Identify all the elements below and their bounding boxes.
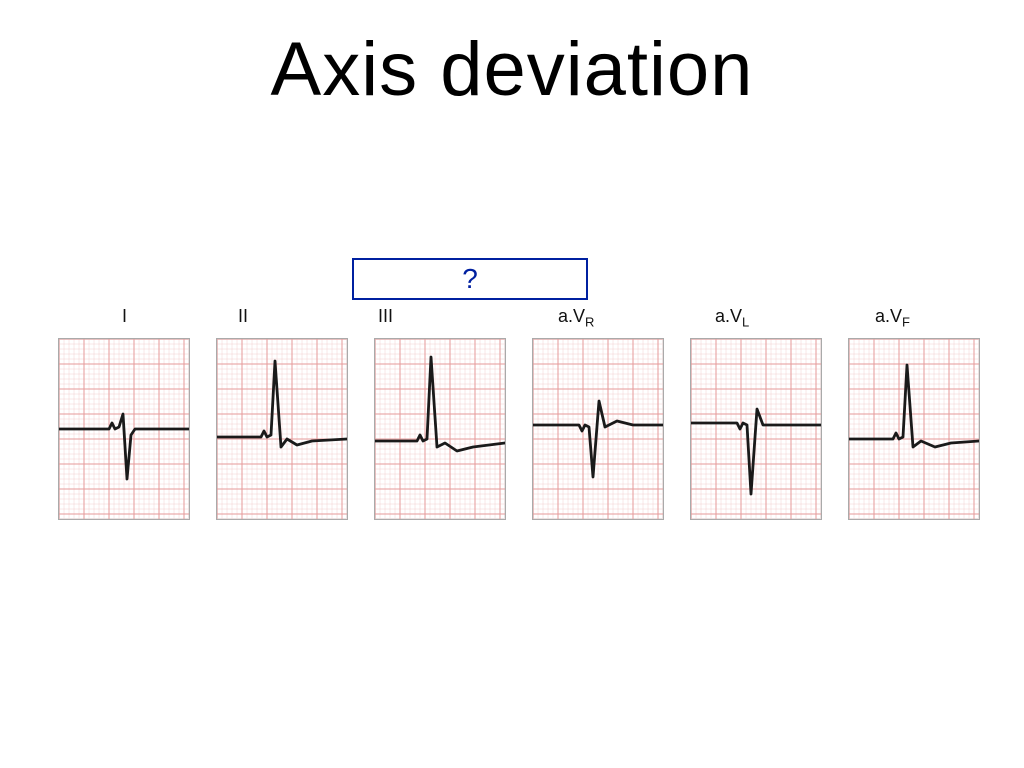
lead-labels-row: IIIIIIa.VRa.VLa.VF: [60, 306, 984, 334]
lead-label-aVL: a.VL: [715, 306, 749, 330]
ecg-strip-I: [58, 338, 190, 520]
ecg-strip-III: [374, 338, 506, 520]
lead-label-III: III: [378, 306, 393, 327]
lead-label-II: II: [238, 306, 248, 327]
lead-label-I: I: [122, 306, 127, 327]
ecg-strip-aVF: [848, 338, 980, 520]
ecg-strip-aVL: [690, 338, 822, 520]
lead-label-aVR: a.VR: [558, 306, 594, 330]
ecg-strip-aVR: [532, 338, 664, 520]
lead-label-aVF: a.VF: [875, 306, 910, 330]
slide: Axis deviation ? IIIIIIa.VRa.VLa.VF: [0, 0, 1024, 768]
ecg-strip-row: [58, 338, 986, 538]
question-box: ?: [352, 258, 588, 300]
slide-title: Axis deviation: [0, 26, 1024, 113]
ecg-strip-II: [216, 338, 348, 520]
question-mark: ?: [462, 263, 478, 295]
